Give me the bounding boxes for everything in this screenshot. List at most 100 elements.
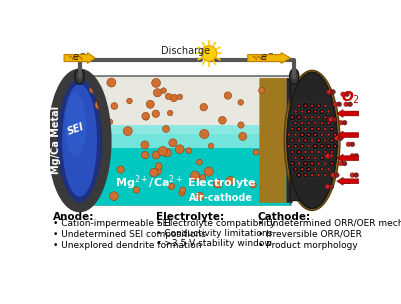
Circle shape [321,145,323,147]
FancyArrow shape [64,53,95,64]
Circle shape [303,126,308,131]
Circle shape [327,133,330,136]
Circle shape [324,105,326,107]
Ellipse shape [56,77,103,204]
Circle shape [354,154,358,158]
Circle shape [350,111,355,116]
Circle shape [344,92,349,97]
Circle shape [298,174,300,176]
Circle shape [123,126,132,136]
Circle shape [354,111,358,116]
Circle shape [308,157,310,159]
Circle shape [186,148,192,154]
Circle shape [321,133,323,136]
Circle shape [289,114,296,120]
Circle shape [316,137,322,143]
Circle shape [346,142,351,147]
Circle shape [348,102,352,106]
Circle shape [354,173,358,178]
Circle shape [259,88,265,94]
Circle shape [306,144,311,149]
FancyBboxPatch shape [286,78,293,203]
Circle shape [318,174,320,176]
Circle shape [318,105,320,107]
Circle shape [170,94,178,102]
Circle shape [161,88,166,93]
Circle shape [333,102,338,106]
Circle shape [107,78,116,87]
Circle shape [323,150,328,154]
Text: Anode:: Anode: [53,212,95,222]
Circle shape [310,173,315,178]
Circle shape [323,103,328,108]
Circle shape [294,145,297,147]
Circle shape [224,92,231,99]
Circle shape [308,110,310,113]
Circle shape [169,139,177,147]
Circle shape [308,168,310,171]
Circle shape [298,128,300,130]
Circle shape [327,157,330,159]
Circle shape [323,138,328,143]
Circle shape [306,120,312,126]
Circle shape [288,145,290,147]
Text: O$_2$: O$_2$ [341,90,360,106]
Circle shape [329,184,334,189]
Circle shape [304,139,307,142]
Circle shape [301,133,303,136]
Circle shape [253,149,259,155]
Circle shape [326,133,331,137]
Circle shape [293,155,298,160]
Circle shape [318,116,320,119]
Circle shape [162,126,170,133]
Circle shape [327,168,330,171]
Circle shape [350,142,355,147]
Circle shape [168,183,175,190]
Circle shape [153,89,162,97]
Circle shape [311,105,313,107]
Circle shape [297,161,301,166]
Circle shape [293,109,298,114]
Circle shape [323,161,328,166]
Circle shape [310,150,314,154]
Circle shape [310,138,314,143]
Text: $e^-$: $e^-$ [72,52,87,63]
Circle shape [316,126,322,132]
Circle shape [298,151,300,153]
Text: • Undetermined SEI compositions: • Undetermined SEI compositions [53,230,206,239]
Circle shape [291,116,294,119]
Circle shape [238,99,243,105]
Circle shape [332,132,338,137]
Circle shape [323,127,328,131]
Circle shape [314,110,316,113]
Circle shape [304,174,307,176]
Circle shape [319,143,325,149]
Circle shape [327,145,330,147]
Circle shape [155,163,162,170]
Circle shape [309,161,315,167]
Circle shape [296,149,302,155]
Circle shape [291,128,294,130]
Text: • >3.5 V stability window: • >3.5 V stability window [156,239,271,248]
Circle shape [331,162,333,165]
Circle shape [316,103,322,109]
Circle shape [350,154,355,158]
Circle shape [152,110,160,118]
Circle shape [303,138,308,143]
Circle shape [321,122,323,124]
Text: • Undetermined ORR/OER mechanisms: • Undetermined ORR/OER mechanisms [258,219,401,228]
Circle shape [196,192,204,200]
Circle shape [296,126,302,132]
Circle shape [308,122,310,124]
Circle shape [331,139,333,142]
Circle shape [334,136,339,140]
Circle shape [293,143,298,149]
Text: SEI: SEI [66,121,85,136]
Circle shape [324,174,326,176]
Text: Air-cathode: Air-cathode [188,193,253,203]
Circle shape [293,166,298,172]
Circle shape [294,168,297,171]
FancyBboxPatch shape [79,125,290,148]
Circle shape [154,168,161,175]
Circle shape [321,110,323,113]
